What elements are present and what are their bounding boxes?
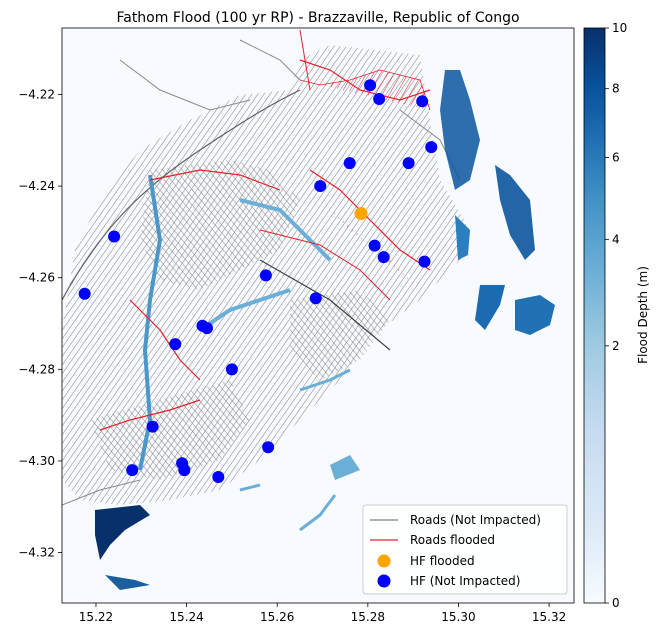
hf-not-impacted-point bbox=[377, 251, 390, 264]
x-tick-label: 15.22 bbox=[79, 610, 113, 624]
x-tick-label: 15.28 bbox=[351, 610, 385, 624]
colorbar-tick-label: 4 bbox=[612, 232, 620, 246]
hf-not-impacted-point bbox=[259, 269, 272, 282]
hf-not-impacted-point bbox=[425, 141, 438, 154]
hf-not-impacted-point bbox=[364, 79, 377, 92]
y-tick-label: −4.26 bbox=[18, 271, 55, 285]
y-tick-label: −4.30 bbox=[18, 454, 55, 468]
hf-not-impacted-point bbox=[309, 292, 322, 305]
hf-not-impacted-point bbox=[368, 239, 381, 252]
hf-not-impacted-point bbox=[402, 157, 415, 170]
y-axis: −4.22 −4.24 −4.26 −4.28 −4.30 −4.32 bbox=[18, 87, 62, 560]
colorbar: 0 2 4 6 8 10 Flood Depth (m) bbox=[583, 21, 650, 610]
hf-not-impacted-point bbox=[78, 287, 91, 300]
hf-not-impacted-point bbox=[212, 471, 225, 484]
colorbar-tick-label: 6 bbox=[612, 151, 620, 165]
flood-depth-raster bbox=[95, 70, 555, 590]
legend: Roads (Not Impacted) Roads flooded HF fl… bbox=[362, 504, 568, 595]
legend-roads-not-impacted-label: Roads (Not Impacted) bbox=[410, 513, 541, 527]
hf-flooded-layer bbox=[354, 207, 368, 221]
hf-not-impacted-point bbox=[108, 230, 121, 243]
hf-not-impacted-point bbox=[343, 157, 356, 170]
hf-not-impacted-point bbox=[126, 464, 139, 477]
hf-not-impacted-layer bbox=[78, 79, 438, 484]
hf-not-impacted-point bbox=[200, 322, 213, 335]
colorbar-ticks: 0 2 4 6 8 10 bbox=[605, 21, 627, 610]
axes-frame bbox=[61, 27, 575, 604]
x-tick-label: 15.32 bbox=[532, 610, 566, 624]
hf-not-impacted-point bbox=[373, 93, 386, 106]
map-title: Fathom Flood (100 yr RP) - Brazzaville, … bbox=[116, 10, 519, 26]
colorbar-gradient bbox=[583, 27, 606, 604]
y-tick-label: −4.24 bbox=[18, 179, 55, 193]
x-tick-label: 15.24 bbox=[169, 610, 203, 624]
x-tick-label: 15.30 bbox=[441, 610, 475, 624]
hf-not-impacted-point bbox=[178, 464, 191, 477]
hf-not-impacted-point bbox=[146, 420, 159, 433]
colorbar-tick-label: 0 bbox=[612, 596, 620, 610]
colorbar-tick-label: 8 bbox=[612, 82, 620, 96]
legend-hf-not-impacted-swatch bbox=[377, 574, 391, 588]
legend-hf-flooded-swatch bbox=[377, 554, 391, 568]
hf-not-impacted-point bbox=[418, 255, 431, 268]
legend-box bbox=[362, 504, 568, 595]
x-tick-label: 15.26 bbox=[260, 610, 294, 624]
legend-hf-flooded-label: HF flooded bbox=[410, 554, 475, 568]
hf-not-impacted-point bbox=[225, 363, 238, 376]
hf-not-impacted-point bbox=[314, 180, 327, 193]
map-area bbox=[62, 28, 574, 603]
colorbar-tick-label: 2 bbox=[612, 339, 620, 353]
hf-flooded-point bbox=[354, 207, 368, 221]
colorbar-label: Flood Depth (m) bbox=[636, 266, 650, 364]
x-axis: 15.22 15.24 15.26 15.28 15.30 15.32 bbox=[79, 603, 566, 624]
colorbar-tick-label: 10 bbox=[612, 21, 627, 35]
roads-flooded bbox=[99, 29, 431, 431]
hf-not-impacted-point bbox=[262, 441, 275, 454]
legend-hf-not-impacted-label: HF (Not Impacted) bbox=[410, 574, 520, 588]
y-tick-label: −4.32 bbox=[18, 546, 55, 560]
hf-not-impacted-point bbox=[169, 338, 182, 351]
y-tick-label: −4.28 bbox=[18, 362, 55, 376]
hf-not-impacted-point bbox=[416, 95, 429, 108]
legend-roads-flooded-label: Roads flooded bbox=[410, 533, 495, 547]
y-tick-label: −4.22 bbox=[18, 87, 55, 101]
